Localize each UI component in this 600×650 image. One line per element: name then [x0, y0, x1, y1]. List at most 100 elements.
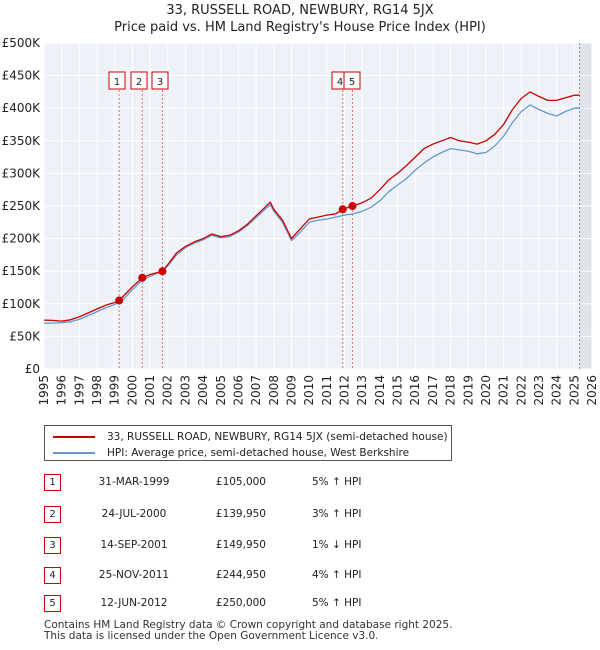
transaction-marker — [158, 267, 167, 276]
x-tick-label: 2025 — [567, 375, 581, 406]
label-box-text: 3 — [157, 77, 163, 88]
label-box-text: 5 — [349, 77, 355, 88]
transaction-marker — [115, 296, 124, 305]
transaction-date: 14-SEP-2001 — [100, 539, 168, 551]
transaction-label-box: 2 — [130, 71, 148, 90]
transaction-label-box: 3 — [151, 71, 169, 90]
y-tick-label: £200K — [2, 232, 42, 246]
x-tick-label: 1995 — [37, 375, 51, 406]
transaction-lines — [118, 90, 353, 369]
transaction-price: £244,950 — [215, 569, 266, 581]
y-tick-label: £450K — [2, 69, 42, 83]
legend-item-hpi: HPI: Average price, semi-detached house,… — [53, 445, 409, 461]
transaction-marker — [138, 273, 147, 282]
x-tick-label: 2024 — [550, 375, 564, 406]
y-tick-label: £150K — [2, 264, 42, 278]
x-tick-label: 2007 — [249, 375, 263, 406]
x-tick-label: 2005 — [214, 375, 228, 406]
x-tick-label: 2026 — [585, 375, 599, 406]
transaction-hpi: 5% ↑ HPI — [312, 476, 362, 488]
footer-line-2: This data is licensed under the Open Gov… — [44, 630, 379, 642]
axis-labels: £0 £50K £100K £150K £200K £250K £300K £350K £400… — [2, 36, 599, 406]
x-tick-label: 2012 — [338, 375, 352, 406]
x-tick-label: 1998 — [90, 375, 104, 406]
transaction-number: 2 — [44, 506, 61, 523]
footer-attribution: Contains HM Land Registry data © Crown c… — [44, 620, 452, 642]
x-tick-label: 2020 — [479, 375, 493, 406]
x-tick-label: 2016 — [408, 375, 422, 406]
legend-item-property: 33, RUSSELL ROAD, NEWBURY, RG14 5JX (sem… — [53, 429, 448, 445]
x-tick-label: 2015 — [391, 375, 405, 406]
x-tick-label: 2011 — [320, 375, 334, 406]
label-box-text: 2 — [136, 77, 142, 88]
x-tick-label: 2002 — [161, 375, 175, 406]
transaction-hpi: 1% ↓ HPI — [312, 539, 362, 551]
transaction-hpi: 4% ↑ HPI — [312, 569, 362, 581]
transaction-hpi: 3% ↑ HPI — [312, 508, 362, 520]
x-tick-label: 2004 — [196, 375, 210, 406]
x-tick-label: 2022 — [514, 375, 528, 406]
transaction-price: £250,000 — [215, 597, 266, 609]
label-box-text: 1 — [114, 77, 120, 88]
legend-swatch-property — [53, 436, 95, 438]
transaction-date: 12-JUN-2012 — [100, 597, 168, 609]
transaction-label-box: 5 — [343, 71, 361, 90]
hpi-line — [43, 104, 580, 325]
y-tick-label: £250K — [2, 199, 42, 213]
legend-label-hpi: HPI: Average price, semi-detached house,… — [107, 447, 410, 459]
x-tick-label: 2013 — [355, 375, 369, 406]
x-tick-label: 2000 — [125, 375, 139, 406]
x-tick-label: 2009 — [284, 375, 298, 406]
x-tick-label: 2008 — [267, 375, 281, 406]
transaction-hpi: 5% ↑ HPI — [312, 597, 362, 609]
transaction-date: 25-NOV-2011 — [98, 569, 170, 581]
x-tick-label: 2014 — [373, 375, 387, 406]
property-price-line — [43, 91, 580, 322]
transaction-marker — [338, 205, 347, 214]
chart-subtitle: Price paid vs. HM Land Registry's House … — [114, 20, 486, 35]
x-tick-label: 2021 — [497, 375, 511, 406]
x-tick-label: 2023 — [532, 375, 546, 406]
transaction-label-box: 1 — [108, 71, 126, 90]
legend-swatch-hpi — [53, 452, 95, 454]
legend: 33, RUSSELL ROAD, NEWBURY, RG14 5JX (sem… — [44, 425, 452, 461]
transaction-price: £149,950 — [215, 539, 266, 551]
table-row: 1 31-MAR-1999 £105,000 5% ↑ HPI — [44, 474, 424, 492]
x-tick-label: 2001 — [143, 375, 157, 406]
x-tick-label: 2019 — [461, 375, 475, 406]
x-tick-label: 1997 — [72, 375, 86, 406]
x-tick-label: 2003 — [178, 375, 192, 406]
y-tick-label: £350K — [2, 134, 42, 148]
y-tick-label: £500K — [2, 36, 42, 50]
transaction-number: 5 — [44, 595, 61, 612]
label-box-text: 4 — [337, 77, 343, 88]
table-row: 2 24-JUL-2000 £139,950 3% ↑ HPI — [44, 506, 424, 524]
series-layer — [43, 91, 580, 325]
label-box-rect — [130, 71, 148, 90]
x-tick-label: 2017 — [426, 375, 440, 406]
chart-title-block: 33, RUSSELL ROAD, NEWBURY, RG14 5JX Pric… — [0, 2, 600, 36]
x-tick-label: 1996 — [55, 375, 69, 406]
transaction-price: £105,000 — [215, 476, 266, 488]
table-row: 3 14-SEP-2001 £149,950 1% ↓ HPI — [44, 537, 424, 555]
transaction-number: 3 — [44, 537, 61, 554]
y-tick-label: £400K — [2, 101, 42, 115]
y-tick-label: £50K — [9, 329, 41, 343]
label-box-rect — [343, 71, 361, 90]
legend-label-property: 33, RUSSELL ROAD, NEWBURY, RG14 5JX (sem… — [107, 431, 448, 443]
y-tick-label: £300K — [2, 166, 42, 180]
grid-lines — [43, 42, 593, 370]
transaction-marker — [348, 202, 357, 210]
label-box-rect — [151, 71, 169, 90]
transaction-number: 4 — [44, 567, 61, 584]
x-tick-label: 1999 — [108, 375, 122, 406]
y-tick-label: £0 — [25, 362, 40, 376]
transaction-date: 31-MAR-1999 — [98, 476, 170, 488]
label-box-rect — [108, 71, 126, 90]
chart-title: 33, RUSSELL ROAD, NEWBURY, RG14 5JX — [166, 3, 434, 18]
table-row: 5 12-JUN-2012 £250,000 5% ↑ HPI — [44, 595, 424, 613]
x-tick-label: 2018 — [444, 375, 458, 406]
y-tick-label: £100K — [2, 297, 42, 311]
